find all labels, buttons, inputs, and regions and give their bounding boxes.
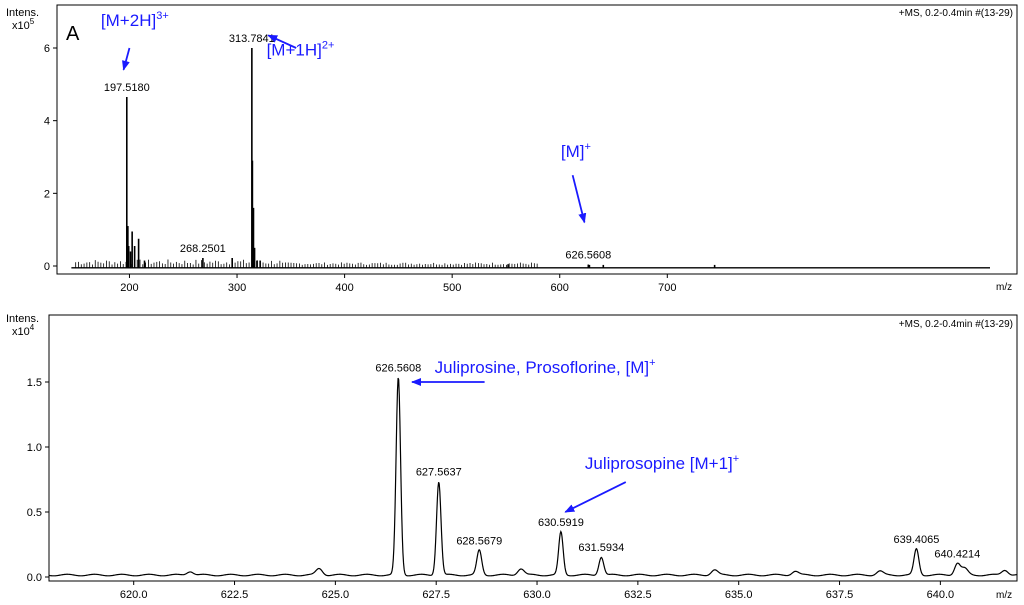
bottom-peak-label: 628.5679: [456, 535, 502, 547]
top-annotation-sup: 3+: [156, 10, 169, 22]
bottom-y-tick-label: 0.0: [27, 572, 42, 584]
bottom-y-scale-base: x10: [12, 326, 30, 338]
bottom-annotation-base: Juliprosopine [M+1]: [585, 454, 733, 473]
bottom-annotation-sup: +: [733, 453, 739, 465]
bottom-x-tick-label: 625.0: [322, 589, 350, 601]
top-spectrum: [71, 48, 990, 269]
top-y-scale-base: x10: [12, 20, 30, 32]
bottom-peak-label: 630.5919: [538, 517, 584, 529]
top-annotation-label: [M+2H]3+: [101, 10, 169, 30]
top-x-tick-label: 500: [443, 282, 461, 294]
bottom-plot-frame: [48, 314, 1018, 582]
top-x-tick-label: 700: [658, 282, 676, 294]
bottom-y-tick-label: 0.5: [27, 507, 42, 519]
bottom-header-text: +MS, 0.2-0.4min #(13-29): [899, 319, 1013, 330]
top-plot-frame: [56, 4, 1018, 275]
top-y-tick-label: 4: [44, 116, 50, 128]
top-x-tick-label: 400: [335, 282, 353, 294]
bottom-annotation-arrow: [564, 481, 627, 513]
bottom-peak-labels: 626.5608 627.5637 628.5679 630.5919 631.5934…: [375, 362, 980, 560]
bottom-peak-label: 639.4065: [893, 534, 939, 546]
top-header-text: +MS, 0.2-0.4min #(13-29): [899, 8, 1013, 19]
top-peak-label: 626.5608: [565, 250, 611, 262]
bottom-y-tick-label: 1.5: [27, 377, 42, 389]
top-annotation-label: [M]+: [561, 141, 591, 161]
top-annotation-sup: 2+: [322, 39, 335, 51]
top-annotation-base: [M+2H]: [101, 11, 156, 30]
top-y-tick-label: 0: [44, 261, 50, 273]
top-annotation-arrow: [267, 34, 297, 49]
top-x-tick-label: 600: [551, 282, 569, 294]
top-peak-labels: 197.5180 313.7841 268.2501 626.5608: [104, 33, 611, 262]
bottom-annotation-label: Juliprosopine [M+1]+: [585, 453, 739, 473]
bottom-spectrum-line: [48, 377, 1018, 577]
top-annotation-base: [M+1H]: [267, 40, 322, 59]
bottom-y-scale-exp: 4: [30, 323, 35, 332]
bottom-peak-label: 631.5934: [578, 542, 624, 554]
top-y-axis-label: Intens.: [6, 7, 39, 19]
bottom-x-tick-label: 632.5: [624, 589, 652, 601]
bottom-peak-label: 627.5637: [416, 466, 462, 478]
top-x-axis-label: m/z: [996, 282, 1012, 293]
top-annotation-arrow: [122, 47, 131, 71]
top-y-tick-label: 6: [44, 43, 50, 55]
bottom-y-scale-label: x104: [12, 323, 35, 338]
bottom-x-tick-label: 635.0: [725, 589, 753, 601]
top-peak-label: 197.5180: [104, 82, 150, 94]
bottom-annotations: Juliprosine, Prosoflorine, [M]+Juliproso…: [411, 357, 739, 513]
top-y-tick-label: 2: [44, 188, 50, 200]
top-panel: A Intens. x105 +MS, 0.2-0.4min #(13-29) …: [6, 4, 1018, 294]
top-panel-letter: A: [66, 23, 80, 45]
bottom-y-tick-label: 1.0: [27, 442, 42, 454]
bottom-axis-ticks: 620.0 622.5 625.0 627.5 630.0 632.5 635.0 637.5…: [27, 377, 954, 601]
top-y-scale-exp: 5: [30, 17, 35, 26]
bottom-x-tick-label: 637.5: [826, 589, 854, 601]
top-axis-ticks: 200 300 400 500 600 700 0 2 4 6: [44, 43, 677, 294]
bottom-x-axis-label: m/z: [996, 590, 1012, 601]
bottom-x-tick-label: 640.0: [927, 589, 955, 601]
top-annotation-label: [M+1H]2+: [267, 39, 335, 59]
top-annotation-base: [M]: [561, 142, 585, 161]
top-y-scale-label: x105: [12, 17, 35, 32]
top-peak-label: 268.2501: [180, 243, 226, 255]
bottom-peak-label: 626.5608: [375, 362, 421, 374]
top-x-tick-label: 200: [120, 282, 138, 294]
bottom-x-tick-label: 622.5: [221, 589, 249, 601]
top-peak-label: 313.7841: [229, 33, 275, 45]
bottom-y-axis-label: Intens.: [6, 313, 39, 325]
bottom-x-tick-label: 630.0: [523, 589, 551, 601]
top-annotation-arrow: [571, 174, 587, 224]
top-annotation-sup: +: [584, 141, 590, 153]
bottom-annotation-sup: +: [649, 357, 655, 369]
bottom-panel: Intens. x104 +MS, 0.2-0.4min #(13-29) m/…: [6, 313, 1018, 601]
bottom-peak-label: 640.4214: [934, 548, 980, 560]
bottom-x-tick-label: 620.0: [120, 589, 148, 601]
bottom-annotation-label: Juliprosine, Prosoflorine, [M]+: [435, 357, 656, 377]
bottom-annotation-base: Juliprosine, Prosoflorine, [M]: [435, 358, 649, 377]
top-x-tick-label: 300: [228, 282, 246, 294]
top-annotations: [M+2H]3+ [M+1H]2+ [M]+: [101, 10, 591, 224]
bottom-x-tick-label: 627.5: [422, 589, 450, 601]
